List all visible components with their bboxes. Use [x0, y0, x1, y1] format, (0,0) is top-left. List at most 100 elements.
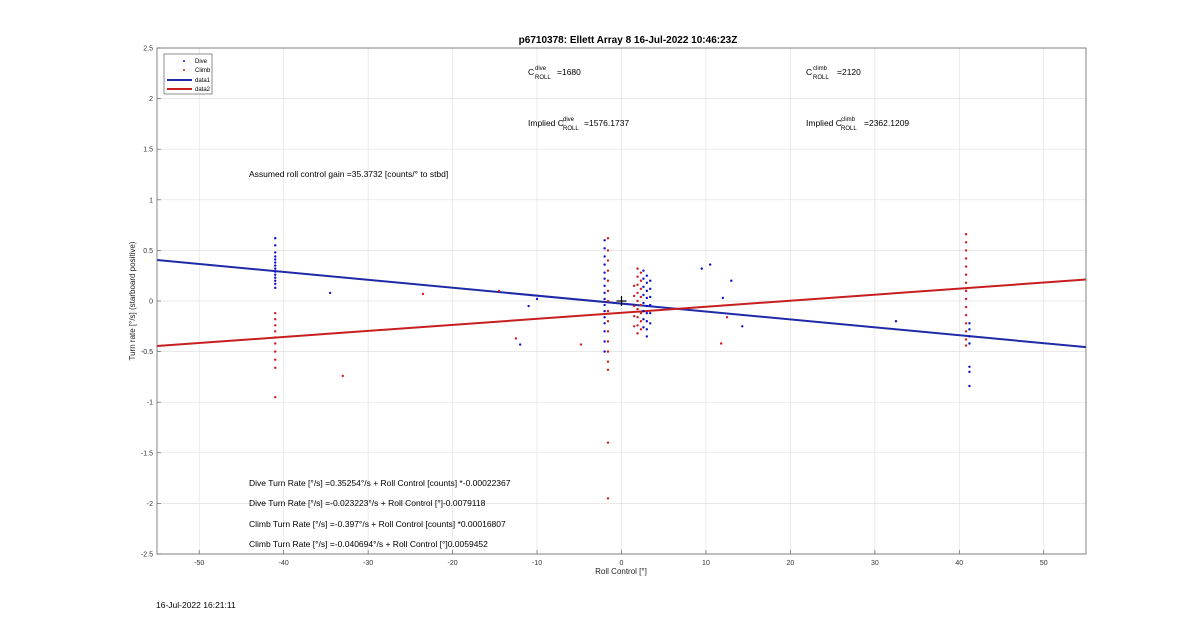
svg-text:C: C — [528, 67, 534, 77]
climb-equation-counts: Climb Turn Rate [°/s] =-0.397°/s + Roll … — [249, 519, 506, 529]
dive-point — [274, 261, 277, 264]
y-tick-label: -1.5 — [141, 450, 153, 457]
y-tick-label: -2 — [147, 501, 153, 508]
dive-point — [649, 287, 652, 291]
footer-timestamp: 16-Jul-2022 16:21:11 — [156, 600, 236, 610]
series-data2-line — [156, 278, 1087, 348]
climb-point — [274, 324, 277, 327]
dive-point — [968, 370, 971, 374]
dive-point — [645, 328, 649, 331]
dive-point — [603, 284, 606, 288]
dive-point — [274, 264, 277, 267]
climb-point — [274, 336, 277, 339]
dive-equation-degrees: Dive Turn Rate [°/s] =-0.023223°/s + Rol… — [249, 498, 486, 508]
climb-point — [606, 249, 610, 252]
x-tick-label: 10 — [702, 560, 710, 567]
climb-point — [606, 360, 610, 363]
dive-point — [535, 297, 539, 301]
dive-point — [603, 247, 606, 250]
climb-point — [964, 313, 968, 317]
dive-point — [274, 282, 277, 285]
svg-text:=2362.1209: =2362.1209 — [864, 118, 909, 128]
dive-point — [642, 301, 645, 305]
dive-point — [721, 296, 725, 300]
c-roll-climb-annotation: C climb ROLL =2120 — [806, 66, 861, 81]
svg-text:climb: climb — [813, 66, 828, 72]
dive-point — [274, 279, 277, 282]
climb-point — [274, 350, 277, 353]
climb-point — [964, 305, 968, 309]
x-tick-label: -50 — [194, 560, 204, 567]
climb-point — [632, 304, 636, 308]
climb-point — [274, 366, 277, 369]
climb-point — [964, 289, 968, 293]
dive-point — [603, 277, 606, 280]
climb-point — [497, 289, 501, 293]
climb-point — [636, 307, 639, 311]
climb-point — [274, 311, 277, 315]
dive-point — [645, 311, 649, 315]
climb-point — [632, 325, 636, 328]
dive-point — [645, 320, 649, 323]
dive-point — [328, 291, 332, 295]
x-tick-label: 20 — [787, 560, 795, 567]
x-tick-label: -30 — [363, 560, 373, 567]
dive-point — [894, 320, 898, 323]
climb-point — [964, 281, 968, 284]
legend: Dive Climb data1 data2 — [163, 53, 213, 95]
dive-point — [274, 258, 277, 261]
climb-point — [964, 273, 968, 276]
svg-text:Implied C: Implied C — [528, 118, 564, 128]
climb-point — [274, 395, 277, 399]
climb-point — [274, 330, 277, 333]
dive-point — [642, 318, 645, 321]
y-tick-label: -2.5 — [141, 552, 153, 559]
climb-point — [639, 271, 643, 274]
climb-point — [636, 324, 639, 327]
dive-point — [603, 309, 606, 313]
dive-point — [645, 335, 649, 338]
dive-point — [274, 270, 277, 273]
climb-point — [421, 292, 425, 296]
dive-point — [642, 309, 645, 313]
dive-point — [730, 279, 733, 282]
climb-point — [636, 283, 639, 287]
dive-point — [645, 296, 649, 300]
c-roll-dive-annotation: C dive ROLL =1680 — [528, 66, 581, 81]
x-tick-label: 40 — [955, 560, 963, 567]
svg-text:ROLL: ROLL — [841, 126, 857, 132]
climb-point — [636, 332, 639, 335]
dive-point — [603, 303, 606, 307]
climb-point — [964, 338, 968, 341]
climb-point — [719, 342, 723, 345]
dive-point — [645, 281, 649, 284]
climb-point — [964, 257, 968, 260]
dive-point — [603, 255, 606, 258]
climb-point — [274, 342, 277, 345]
dive-point — [968, 384, 971, 388]
climb-point — [964, 249, 968, 252]
climb-point — [274, 318, 277, 321]
climb-point — [639, 279, 643, 282]
dive-point — [274, 286, 277, 290]
dive-point — [645, 289, 649, 293]
dive-point — [603, 322, 606, 325]
climb-point — [606, 350, 610, 353]
implied-climb-annotation: Implied C climb ROLL =2362.1209 — [806, 117, 909, 132]
y-tick-label: 2.5 — [143, 46, 153, 53]
climb-point — [639, 320, 643, 323]
dive-point — [274, 244, 277, 247]
climb-point — [636, 275, 639, 278]
climb-point — [606, 299, 610, 303]
climb-point — [632, 314, 636, 318]
implied-dive-annotation: Implied C dive ROLL =1576.1737 — [528, 117, 629, 132]
y-tick-label: 0 — [149, 299, 153, 306]
climb-point — [639, 328, 643, 331]
chart-title: p6710378: Ellett Array 8 16-Jul-2022 10:… — [519, 35, 738, 46]
svg-text:Implied C: Implied C — [806, 118, 842, 128]
svg-text:ROLL: ROLL — [535, 75, 551, 81]
dive-point — [603, 330, 606, 333]
y-tick-label: -1 — [147, 400, 153, 407]
svg-text:climb: climb — [841, 117, 856, 123]
x-tick-label: 30 — [871, 560, 879, 567]
